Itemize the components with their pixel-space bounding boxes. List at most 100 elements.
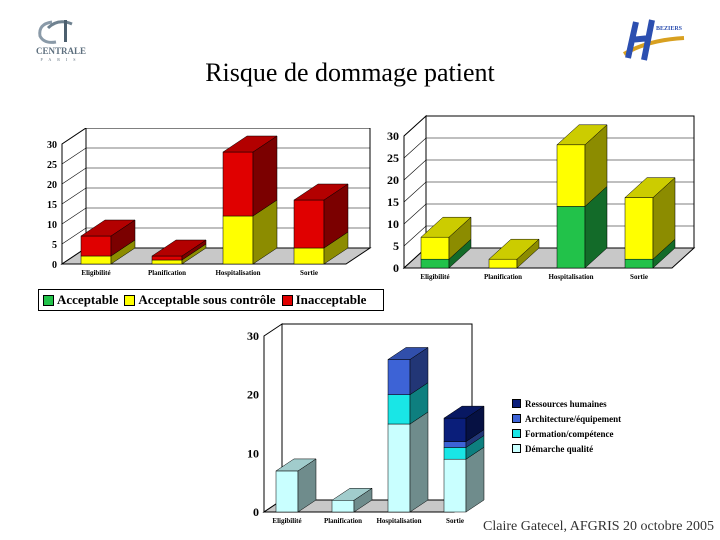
legend-top: Acceptable Acceptable sous contrôle Inacce… xyxy=(38,289,384,311)
bar-segment-front xyxy=(556,144,586,207)
bar-segment-front xyxy=(387,394,411,425)
y-tick-label: 5 xyxy=(52,240,57,251)
y-tick-label: 0 xyxy=(393,261,399,275)
y-tick-label: 0 xyxy=(52,260,57,271)
legend-label: Formation/compétence xyxy=(525,428,614,439)
bar-segment-front xyxy=(443,417,467,442)
y-tick-label: 10 xyxy=(387,217,399,231)
legend-label: Inacceptable xyxy=(295,292,367,307)
bar-segment-front xyxy=(222,151,254,217)
legend-label: Ressources humaines xyxy=(525,398,607,409)
bar-segment-top xyxy=(222,135,278,153)
hopital-beziers-logo: BEZIERS xyxy=(622,19,685,61)
bar-segment-front xyxy=(222,215,254,265)
bar-segment-top xyxy=(488,238,540,260)
bar-segment-top xyxy=(275,458,317,472)
legend-label: Architecture/équipement xyxy=(525,413,622,424)
gridline xyxy=(403,115,694,137)
bar-segment-side xyxy=(409,411,429,513)
bar-segment-front xyxy=(151,259,183,265)
legend-item: Acceptable sous contrôle xyxy=(124,292,276,308)
gridline xyxy=(61,128,370,145)
bar-segment-front xyxy=(443,447,467,460)
bar-segment-top xyxy=(331,488,373,501)
y-tick-label: 30 xyxy=(387,129,399,143)
bar-segment-top xyxy=(624,177,676,198)
category-label: Sortie xyxy=(630,273,648,281)
bar-segment-front xyxy=(387,359,411,395)
legend-label: Acceptable xyxy=(57,292,119,307)
category-label: Eligibilité xyxy=(81,269,110,277)
bar-segment-front xyxy=(443,441,467,448)
bar-segment-top xyxy=(293,183,349,201)
bar-segment-top xyxy=(151,239,207,257)
bar-segment-front xyxy=(420,236,450,260)
y-tick-label: 10 xyxy=(247,446,259,460)
bar-segment-front xyxy=(80,235,112,257)
category-label: Eligibilité xyxy=(272,517,301,525)
legend-swatch xyxy=(512,429,521,438)
legend-item: Démarche qualité xyxy=(512,441,642,456)
y-tick-label: 20 xyxy=(47,180,57,191)
logo-right-text: BEZIERS xyxy=(656,26,683,32)
chart-top-right: 0 5 10 15 20 25 30 Eligibilité Planification Hosp… xyxy=(387,114,696,281)
logo-left-text: CENTRALE xyxy=(36,46,86,56)
legend-bottom: Ressources humaines Architecture/équipeme… xyxy=(512,396,642,456)
bar-segment-front xyxy=(624,258,654,269)
bar-segment-front xyxy=(293,199,325,249)
footer-credit: Claire Gatecel, AFGRIS 20 octobre 2005 xyxy=(483,519,714,534)
y-tick-label: 30 xyxy=(47,140,57,151)
y-tick-label: 0 xyxy=(253,505,259,519)
legend-item: Architecture/équipement xyxy=(512,411,642,426)
bar-segment-front xyxy=(331,500,355,513)
page-title: Risque de dommage patient xyxy=(205,58,495,87)
bar-segment-top xyxy=(443,405,485,419)
y-tick-label: 25 xyxy=(387,151,399,165)
category-label: Sortie xyxy=(446,517,464,525)
legend-swatch xyxy=(124,294,136,306)
y-tick-label: 15 xyxy=(47,200,57,211)
bar-segment-front xyxy=(488,258,518,269)
bar-segment-top xyxy=(387,347,429,360)
legend-label: Démarche qualité xyxy=(525,443,594,454)
chart-top-left: 0 5 10 15 20 25 30 Eligibilité Planification Hosp… xyxy=(47,128,372,277)
legend-swatch xyxy=(512,414,521,423)
y-tick-label: 15 xyxy=(387,195,399,209)
legend-label: Acceptable sous contrôle xyxy=(138,292,276,307)
legend-item: Inacceptable xyxy=(281,292,367,308)
bar-segment-front xyxy=(293,247,325,265)
y-tick-label: 5 xyxy=(393,239,399,253)
y-tick-label: 20 xyxy=(387,173,399,187)
bar-segment-top xyxy=(80,219,136,237)
bar-segment-front xyxy=(151,255,183,261)
chart-bottom: 0 10 20 30 Eligibilité Planification Hospitali… xyxy=(247,323,485,525)
legend-swatch xyxy=(43,294,54,306)
category-label: Sortie xyxy=(300,269,318,277)
bar-segment-top xyxy=(556,124,608,146)
category-label: Hospitalisation xyxy=(376,517,421,525)
bar-segment-top xyxy=(420,216,472,238)
bar-segment-front xyxy=(443,458,467,513)
category-label: Eligibilité xyxy=(420,273,449,281)
legend-item: Ressources humaines xyxy=(512,396,642,411)
bar-segment-front xyxy=(80,255,112,265)
legend-swatch xyxy=(281,294,293,306)
legend-swatch xyxy=(512,444,521,453)
category-label: Planification xyxy=(324,517,362,525)
centrale-paris-logo: CENTRALE PARIS xyxy=(36,20,86,62)
bar-segment-front xyxy=(387,423,411,513)
category-label: Hospitalisation xyxy=(215,269,260,277)
y-tick-label: 25 xyxy=(47,160,57,171)
category-label: Hospitalisation xyxy=(548,273,593,281)
y-tick-label: 10 xyxy=(47,220,57,231)
logo-left-subtext: PARIS xyxy=(41,57,82,62)
bar-segment-front xyxy=(420,258,450,269)
bar-segment-front xyxy=(556,206,586,269)
legend-item: Acceptable xyxy=(43,292,118,308)
category-label: Planification xyxy=(148,269,186,277)
legend-swatch xyxy=(512,399,521,408)
legend-item: Formation/compétence xyxy=(512,426,642,441)
y-tick-label: 20 xyxy=(247,388,259,402)
bar-segment-front xyxy=(275,470,299,513)
bar-segment-front xyxy=(624,197,654,260)
